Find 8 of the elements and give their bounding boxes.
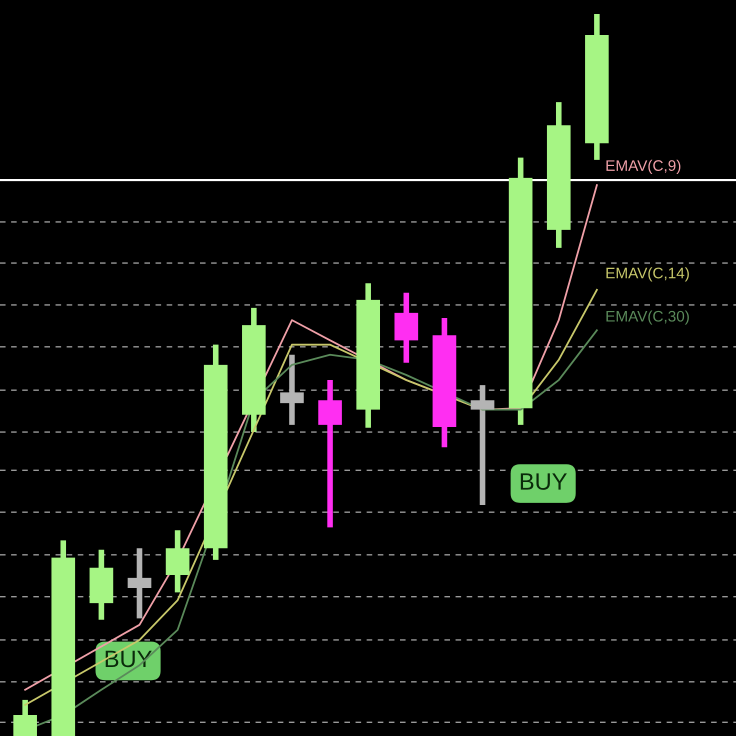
- annotation: BUY: [520, 473, 567, 490]
- series-label: EMAV(C,14): [606, 267, 689, 282]
- candlestick: [280, 354, 304, 425]
- series-label: EMAV(C,9): [606, 160, 680, 174]
- candlestick: [128, 548, 152, 618]
- candlestick: [13, 700, 37, 736]
- series-label: EMAV(C,30): [606, 310, 689, 325]
- candlestick: [470, 385, 494, 505]
